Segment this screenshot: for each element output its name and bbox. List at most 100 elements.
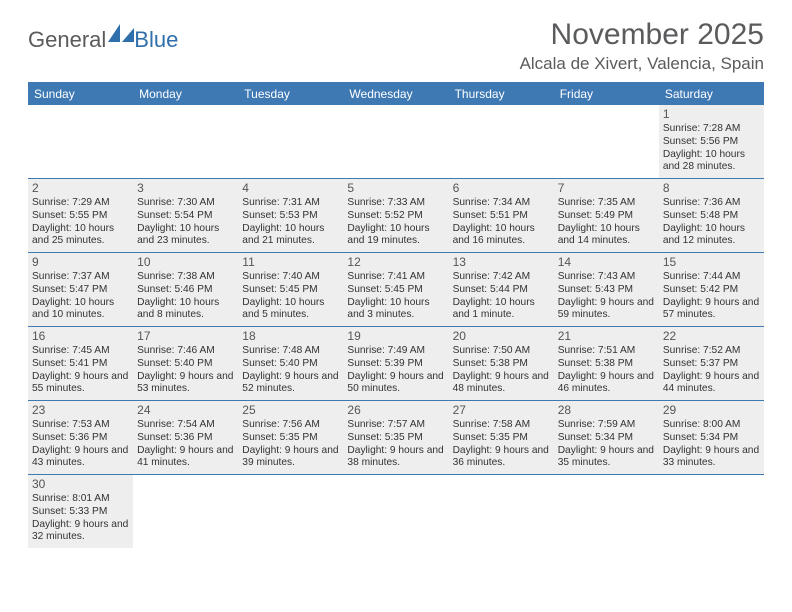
calendar-cell [554, 475, 659, 548]
calendar-cell: 23Sunrise: 7:53 AMSunset: 5:36 PMDayligh… [28, 401, 133, 474]
day-number: 28 [558, 403, 655, 418]
sunrise-text: Sunrise: 7:29 AM [32, 197, 129, 210]
day-number: 13 [453, 255, 550, 270]
sunset-text: Sunset: 5:40 PM [137, 358, 234, 371]
calendar-cell [449, 475, 554, 548]
sunrise-text: Sunrise: 7:53 AM [32, 419, 129, 432]
sunrise-text: Sunrise: 7:50 AM [453, 345, 550, 358]
sunrise-text: Sunrise: 7:34 AM [453, 197, 550, 210]
day-number: 1 [663, 107, 760, 122]
calendar-cell [343, 475, 448, 548]
calendar-cell: 12Sunrise: 7:41 AMSunset: 5:45 PMDayligh… [343, 253, 448, 326]
day-number: 29 [663, 403, 760, 418]
month-title: November 2025 [520, 18, 764, 52]
day-number: 2 [32, 181, 129, 196]
calendar-cell: 13Sunrise: 7:42 AMSunset: 5:44 PMDayligh… [449, 253, 554, 326]
daylight-text: Daylight: 9 hours and 55 minutes. [32, 371, 129, 397]
day-number: 26 [347, 403, 444, 418]
sunrise-text: Sunrise: 7:35 AM [558, 197, 655, 210]
week-row: 1Sunrise: 7:28 AMSunset: 5:56 PMDaylight… [28, 105, 764, 179]
daylight-text: Daylight: 10 hours and 21 minutes. [242, 223, 339, 249]
day-number: 18 [242, 329, 339, 344]
day-number: 10 [137, 255, 234, 270]
day-header-wed: Wednesday [343, 83, 448, 105]
sunset-text: Sunset: 5:33 PM [32, 506, 129, 519]
sunset-text: Sunset: 5:36 PM [137, 432, 234, 445]
sunset-text: Sunset: 5:38 PM [558, 358, 655, 371]
day-number: 14 [558, 255, 655, 270]
sunset-text: Sunset: 5:52 PM [347, 210, 444, 223]
day-header-mon: Monday [133, 83, 238, 105]
sunrise-text: Sunrise: 7:41 AM [347, 271, 444, 284]
sunrise-text: Sunrise: 7:44 AM [663, 271, 760, 284]
sunset-text: Sunset: 5:44 PM [453, 284, 550, 297]
calendar-cell: 11Sunrise: 7:40 AMSunset: 5:45 PMDayligh… [238, 253, 343, 326]
location: Alcala de Xivert, Valencia, Spain [520, 54, 764, 74]
daylight-text: Daylight: 9 hours and 33 minutes. [663, 445, 760, 471]
sunrise-text: Sunrise: 7:42 AM [453, 271, 550, 284]
calendar-cell: 18Sunrise: 7:48 AMSunset: 5:40 PMDayligh… [238, 327, 343, 400]
daylight-text: Daylight: 9 hours and 53 minutes. [137, 371, 234, 397]
day-number: 16 [32, 329, 129, 344]
calendar-cell: 2Sunrise: 7:29 AMSunset: 5:55 PMDaylight… [28, 179, 133, 252]
sunset-text: Sunset: 5:48 PM [663, 210, 760, 223]
daylight-text: Daylight: 10 hours and 8 minutes. [137, 297, 234, 323]
calendar-cell: 22Sunrise: 7:52 AMSunset: 5:37 PMDayligh… [659, 327, 764, 400]
day-number: 23 [32, 403, 129, 418]
calendar-cell [133, 475, 238, 548]
calendar-cell: 5Sunrise: 7:33 AMSunset: 5:52 PMDaylight… [343, 179, 448, 252]
calendar-cell: 16Sunrise: 7:45 AMSunset: 5:41 PMDayligh… [28, 327, 133, 400]
sunset-text: Sunset: 5:53 PM [242, 210, 339, 223]
sunset-text: Sunset: 5:34 PM [663, 432, 760, 445]
day-number: 11 [242, 255, 339, 270]
calendar-cell [133, 105, 238, 178]
day-number: 27 [453, 403, 550, 418]
calendar-cell: 29Sunrise: 8:00 AMSunset: 5:34 PMDayligh… [659, 401, 764, 474]
day-number: 25 [242, 403, 339, 418]
daylight-text: Daylight: 9 hours and 32 minutes. [32, 519, 129, 545]
calendar-cell: 9Sunrise: 7:37 AMSunset: 5:47 PMDaylight… [28, 253, 133, 326]
sunrise-text: Sunrise: 8:00 AM [663, 419, 760, 432]
sunset-text: Sunset: 5:54 PM [137, 210, 234, 223]
daylight-text: Daylight: 9 hours and 44 minutes. [663, 371, 760, 397]
week-row: 2Sunrise: 7:29 AMSunset: 5:55 PMDaylight… [28, 179, 764, 253]
calendar-cell: 4Sunrise: 7:31 AMSunset: 5:53 PMDaylight… [238, 179, 343, 252]
calendar-cell: 24Sunrise: 7:54 AMSunset: 5:36 PMDayligh… [133, 401, 238, 474]
calendar-cell: 15Sunrise: 7:44 AMSunset: 5:42 PMDayligh… [659, 253, 764, 326]
sunset-text: Sunset: 5:39 PM [347, 358, 444, 371]
day-number: 9 [32, 255, 129, 270]
sunset-text: Sunset: 5:35 PM [242, 432, 339, 445]
calendar: Sunday Monday Tuesday Wednesday Thursday… [28, 82, 764, 548]
daylight-text: Daylight: 9 hours and 43 minutes. [32, 445, 129, 471]
day-header-sun: Sunday [28, 83, 133, 105]
logo: General Blue [28, 24, 178, 55]
sunset-text: Sunset: 5:49 PM [558, 210, 655, 223]
day-number: 4 [242, 181, 339, 196]
daylight-text: Daylight: 9 hours and 39 minutes. [242, 445, 339, 471]
calendar-cell [238, 475, 343, 548]
calendar-cell: 17Sunrise: 7:46 AMSunset: 5:40 PMDayligh… [133, 327, 238, 400]
calendar-cell: 14Sunrise: 7:43 AMSunset: 5:43 PMDayligh… [554, 253, 659, 326]
day-number: 8 [663, 181, 760, 196]
calendar-cell [238, 105, 343, 178]
daylight-text: Daylight: 10 hours and 19 minutes. [347, 223, 444, 249]
sunrise-text: Sunrise: 7:33 AM [347, 197, 444, 210]
calendar-cell: 20Sunrise: 7:50 AMSunset: 5:38 PMDayligh… [449, 327, 554, 400]
sunrise-text: Sunrise: 7:36 AM [663, 197, 760, 210]
daylight-text: Daylight: 10 hours and 23 minutes. [137, 223, 234, 249]
daylight-text: Daylight: 9 hours and 38 minutes. [347, 445, 444, 471]
day-header-thu: Thursday [449, 83, 554, 105]
sunrise-text: Sunrise: 7:52 AM [663, 345, 760, 358]
calendar-cell: 10Sunrise: 7:38 AMSunset: 5:46 PMDayligh… [133, 253, 238, 326]
day-number: 20 [453, 329, 550, 344]
sunrise-text: Sunrise: 7:46 AM [137, 345, 234, 358]
sunrise-text: Sunrise: 7:48 AM [242, 345, 339, 358]
calendar-cell [449, 105, 554, 178]
sunrise-text: Sunrise: 7:56 AM [242, 419, 339, 432]
day-number: 22 [663, 329, 760, 344]
calendar-cell [659, 475, 764, 548]
calendar-cell: 6Sunrise: 7:34 AMSunset: 5:51 PMDaylight… [449, 179, 554, 252]
day-number: 5 [347, 181, 444, 196]
day-number: 12 [347, 255, 444, 270]
daylight-text: Daylight: 10 hours and 3 minutes. [347, 297, 444, 323]
